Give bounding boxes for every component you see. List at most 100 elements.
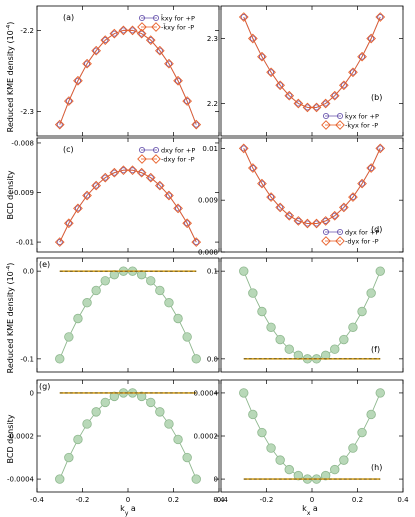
data-point [295,217,302,224]
data-point [55,474,65,484]
data-point [147,174,154,181]
data-point [184,220,191,227]
data-point [349,69,357,76]
data-point [93,47,100,54]
series-c-0 [56,167,200,246]
legend-marker [322,112,330,120]
series-line [243,16,381,108]
data-point [82,190,92,201]
legend-marker [137,22,147,32]
data-point [348,443,358,453]
data-point [84,192,91,199]
data-point [73,313,83,324]
data-point [284,344,294,354]
data-point [100,276,110,286]
data-point [182,218,192,229]
ylabel-row4: BCD density [6,414,15,463]
data-point [191,474,201,484]
data-point [286,92,293,99]
series-b-0 [240,13,384,111]
legend-marker [152,14,160,22]
data-point [368,35,375,42]
data-point [146,276,156,286]
data-point [91,407,101,417]
data-point [275,455,285,465]
data-point [147,37,154,44]
data-point [165,192,172,199]
ytick-label: -0.008 [11,139,34,147]
data-point [248,409,258,420]
data-point [173,434,183,445]
data-point [93,182,100,189]
legend-label: -dxy for -P [161,155,195,163]
xtick-label: 0.4 [397,496,409,504]
ytick-label: -0.01 [16,239,34,247]
panel-label-g: (g) [39,382,50,391]
data-point [320,98,331,109]
xtick-label: 0.2 [168,496,179,504]
xtick-label: 0.2 [352,496,363,504]
ylabel-row2: BCD density [6,170,15,219]
data-point [127,25,138,36]
legend-label: dxy for +P [161,146,195,154]
ytick-label: 0.0 [23,268,34,276]
legend-c: dxy for +P-dxy for -P [137,146,195,164]
panel-c: -0.01 -0.009 -0.008 dxy for +P-dxy for -P (c… [11,137,220,253]
legend-marker [336,228,344,236]
panel-h: 0 0.0002 0.0004 -0.4 -0.2 0 0.2 0.4 (h) [194,379,409,504]
data-point [286,212,293,219]
data-point [320,470,331,481]
data-point [111,30,118,37]
data-point [375,12,386,22]
data-point [257,51,267,62]
series-line [59,29,197,125]
data-point [329,90,340,101]
ytick-label: 0.0 [207,355,218,363]
data-point [165,60,172,67]
panel-e: -0.1 0.0 (e) [20,257,220,373]
data-point [65,220,72,227]
series-c-1 [54,165,202,247]
ytick-label: -2.2 [20,27,34,35]
data-point [127,165,138,176]
ytick-label: -0.009 [11,189,34,197]
panel-label-d: (d) [371,225,382,234]
data-point [257,306,267,317]
data-point [357,306,367,317]
ylabel-row1: Reduced KME density (10-4) [6,22,15,133]
data-point [102,37,109,44]
data-point [164,298,174,308]
data-point [320,216,331,226]
data-point [193,239,200,246]
data-point [100,35,111,45]
data-point [249,165,256,172]
data-point [173,313,183,324]
data-point [366,33,376,44]
panel-label-c: (c) [63,145,74,154]
data-point [311,218,322,229]
data-point [155,285,165,296]
legend-marker [151,22,161,32]
data-point [375,143,386,154]
data-point [109,391,120,402]
data-point [248,163,258,173]
data-point [73,434,83,445]
data-point [54,237,65,247]
data-point [238,12,249,22]
data-point [65,98,72,105]
data-point [182,96,192,106]
data-point [311,102,322,113]
legend-label: -k̃yx for -P [345,121,378,129]
data-point [348,192,358,202]
data-point [109,167,120,178]
legend-marker [151,154,161,164]
legend-label: -k̃xy for -P [161,23,194,31]
ytick-label: 0.008 [198,249,218,257]
data-point [322,100,329,107]
legend-marker [152,146,160,154]
legend-marker [138,14,146,22]
data-point [339,455,349,465]
data-point [348,322,358,332]
data-point [145,35,156,45]
data-point [191,237,202,247]
